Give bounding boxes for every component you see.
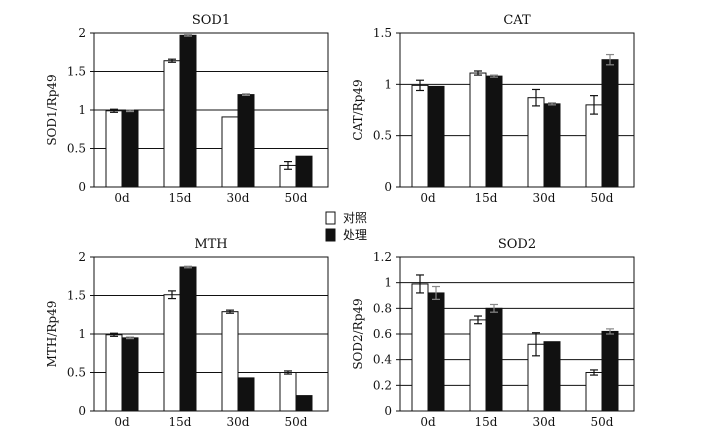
y-tick-label: 0.8: [373, 301, 392, 315]
chart-title: CAT: [503, 13, 531, 28]
y-tick-label: 0.6: [373, 327, 392, 341]
bar-control: [163, 294, 181, 412]
x-tick-label: 0d: [420, 415, 436, 429]
bar-control: [221, 116, 239, 188]
bar-control: [221, 311, 239, 412]
bar-treatment: [295, 395, 313, 412]
y-tick-label: 1.5: [67, 65, 86, 79]
x-tick-label: 15d: [169, 415, 192, 429]
bar-treatment: [543, 341, 561, 412]
x-tick-label: 0d: [114, 191, 130, 205]
legend-label-control: 对照: [343, 211, 367, 225]
y-tick-label: 1: [384, 276, 392, 290]
bar-control: [163, 60, 181, 188]
bar-treatment: [179, 266, 197, 412]
y-axis-label: CAT/Rp49: [351, 79, 365, 140]
legend: 对照 处理: [325, 211, 367, 242]
x-tick-label: 30d: [533, 191, 556, 205]
chart-title: MTH: [194, 237, 227, 252]
plot-frame: [93, 256, 329, 412]
y-tick-label: 1.5: [67, 289, 86, 303]
y-tick-label: 1: [384, 77, 392, 91]
bar-control: [585, 104, 603, 188]
y-axis-label: SOD1/Rp49: [45, 74, 59, 145]
plot-frame: [399, 32, 635, 188]
y-tick-label: 1: [78, 103, 86, 117]
bar-treatment: [543, 103, 561, 188]
y-tick-label: 0.4: [373, 353, 392, 367]
bar-treatment: [295, 155, 313, 188]
bar-treatment: [121, 110, 139, 188]
y-tick-label: 0: [78, 404, 86, 418]
x-tick-label: 30d: [227, 415, 250, 429]
x-tick-label: 15d: [169, 191, 192, 205]
y-tick-label: 0: [78, 180, 86, 194]
bar-control: [469, 319, 487, 412]
plot-frame: [93, 32, 329, 188]
bar-control: [469, 72, 487, 188]
y-axis-label: SOD2/Rp49: [351, 298, 365, 369]
chart-title: SOD2: [498, 237, 536, 252]
chart-title: SOD1: [192, 13, 230, 28]
x-tick-label: 15d: [475, 415, 498, 429]
y-tick-label: 0: [384, 404, 392, 418]
y-tick-label: 2: [78, 26, 86, 40]
chart-panel-cat: 0 0.5 1 1.5 0d 15d 30d 50d CAT CAT/Rp49: [351, 13, 635, 205]
bar-control: [527, 97, 545, 188]
bar-control: [279, 372, 297, 412]
bar-treatment: [601, 330, 619, 412]
bar-control: [411, 283, 429, 412]
x-tick-label: 0d: [420, 191, 436, 205]
y-tick-label: 0.5: [373, 129, 392, 143]
chart-panel-sod1: 0 0.5 1 1.5 2 0d 15d 30d 50d SOD1 SOD1/Rp49: [45, 13, 329, 205]
x-tick-label: 15d: [475, 191, 498, 205]
y-tick-label: 0.5: [67, 366, 86, 380]
bar-treatment: [121, 337, 139, 412]
bar-control: [585, 372, 603, 412]
chart-panel-sod2: 0 0.2 0.4 0.6 0.8 1 1.2 0d 15d 30d 50d SOD2 SOD2/Rp4…: [351, 237, 635, 429]
x-tick-label: 50d: [285, 415, 308, 429]
bar-treatment: [237, 94, 255, 188]
bar-treatment: [237, 377, 255, 412]
legend-swatch-control: [325, 211, 336, 225]
x-tick-label: 50d: [591, 415, 614, 429]
bar-control: [411, 84, 429, 188]
x-tick-label: 50d: [285, 191, 308, 205]
y-tick-label: 0: [384, 180, 392, 194]
y-tick-label: 0.2: [373, 378, 392, 392]
bar-treatment: [485, 307, 503, 412]
x-tick-label: 50d: [591, 191, 614, 205]
bar-control: [105, 334, 123, 412]
y-tick-label: 1.2: [373, 250, 392, 264]
legend-swatch-treatment: [325, 228, 336, 242]
y-tick-label: 1: [78, 327, 86, 341]
y-tick-label: 1.5: [373, 26, 392, 40]
bar-control: [105, 110, 123, 188]
legend-label-treatment: 处理: [343, 228, 367, 242]
bar-treatment: [427, 292, 445, 412]
bar-treatment: [601, 59, 619, 188]
chart-panel-mth: 0 0.5 1 1.5 2 0d 15d 30d 50d MTH MTH/Rp49: [45, 237, 329, 429]
x-tick-label: 0d: [114, 415, 130, 429]
bar-treatment: [485, 75, 503, 188]
plot-frame: [399, 256, 635, 412]
bar-treatment: [427, 85, 445, 188]
y-axis-label: MTH/Rp49: [45, 301, 59, 368]
x-tick-label: 30d: [533, 415, 556, 429]
y-tick-label: 0.5: [67, 142, 86, 156]
x-tick-label: 30d: [227, 191, 250, 205]
bar-treatment: [179, 34, 197, 188]
y-tick-label: 2: [78, 250, 86, 264]
